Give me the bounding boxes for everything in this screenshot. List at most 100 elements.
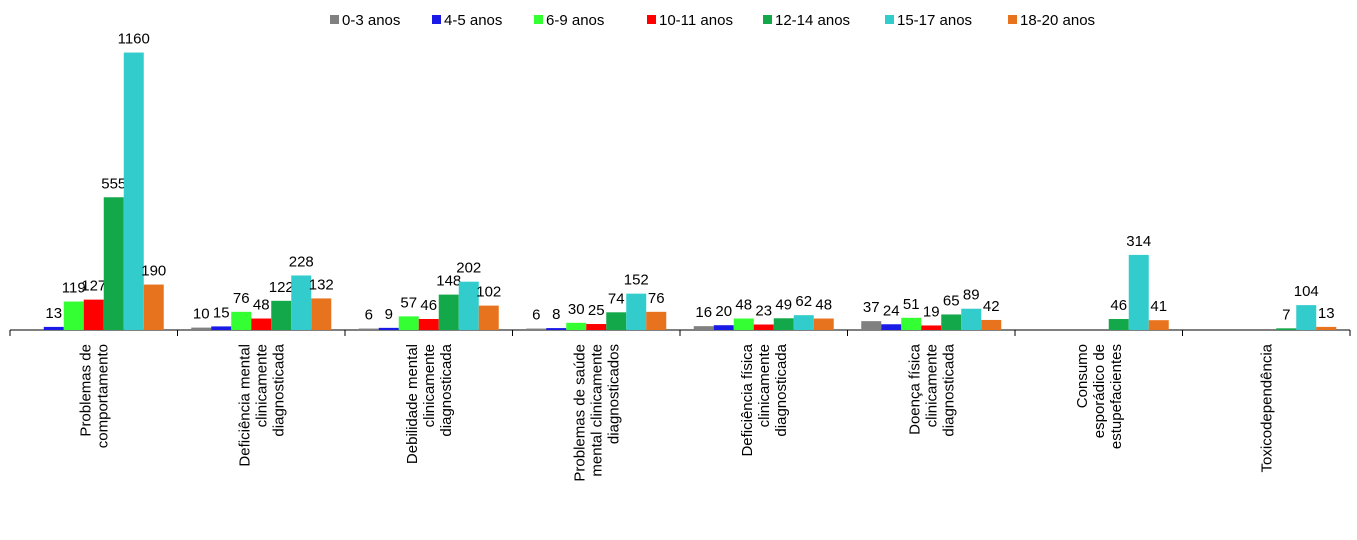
data-label: 16 xyxy=(695,304,712,321)
bar xyxy=(546,328,567,330)
data-label: 25 xyxy=(588,302,605,319)
data-label: 13 xyxy=(45,305,62,322)
data-label: 555 xyxy=(101,175,126,192)
bar xyxy=(311,298,332,330)
x-tick-label: estupefacientes xyxy=(1108,344,1125,449)
bar xyxy=(606,312,627,330)
data-label: 76 xyxy=(648,290,665,307)
x-tick-label: diagnosticados xyxy=(605,344,622,444)
bar xyxy=(191,327,212,330)
bar xyxy=(378,327,399,330)
data-label: 104 xyxy=(1294,283,1319,300)
bar xyxy=(586,324,607,330)
bar xyxy=(1128,254,1149,330)
data-label: 24 xyxy=(883,302,900,319)
x-tick-label: Problemas de saúde xyxy=(571,344,588,482)
x-tick-label: diagnosticada xyxy=(940,343,957,436)
bar xyxy=(123,52,144,331)
bar xyxy=(143,284,164,330)
data-label: 76 xyxy=(233,290,250,307)
bar xyxy=(1296,305,1317,330)
bar xyxy=(693,326,714,330)
data-label: 122 xyxy=(269,279,294,296)
data-label: 228 xyxy=(289,253,314,270)
data-label: 102 xyxy=(476,284,501,301)
data-label: 148 xyxy=(436,273,461,290)
bar xyxy=(566,322,587,330)
data-label: 42 xyxy=(983,298,1000,315)
data-label: 48 xyxy=(735,297,752,314)
bar xyxy=(478,305,499,330)
x-tick-label: Problemas de xyxy=(77,344,94,437)
data-label: 13 xyxy=(1318,305,1335,322)
bar xyxy=(103,197,124,330)
data-label: 202 xyxy=(456,260,481,277)
data-label: 48 xyxy=(253,297,270,314)
bar xyxy=(901,317,922,330)
data-label: 41 xyxy=(1150,298,1167,315)
legend-swatch xyxy=(763,15,772,24)
data-label: 190 xyxy=(141,263,166,280)
x-tick-label: Deficiência física xyxy=(739,343,756,456)
bar xyxy=(251,318,272,330)
data-label: 37 xyxy=(863,299,880,316)
data-label: 9 xyxy=(385,306,393,323)
bar xyxy=(773,318,794,330)
x-tick-label: diagnosticada xyxy=(438,343,455,436)
data-label: 51 xyxy=(903,296,920,313)
bar xyxy=(398,316,419,330)
x-tick-label: diagnosticada xyxy=(773,343,790,436)
data-label: 30 xyxy=(568,301,585,318)
bar xyxy=(231,311,252,330)
data-label: 119 xyxy=(62,280,86,297)
x-tick-label: clinicamente xyxy=(421,344,438,427)
bar xyxy=(271,300,292,330)
legend-label: 0-3 anos xyxy=(342,12,400,29)
bar xyxy=(1108,318,1129,330)
legend-swatch xyxy=(647,15,656,24)
bar xyxy=(733,318,754,330)
legend-swatch xyxy=(432,15,441,24)
data-label: 46 xyxy=(1110,297,1127,314)
bar xyxy=(1316,326,1337,330)
data-label: 19 xyxy=(923,303,940,320)
bar xyxy=(793,315,814,330)
bar xyxy=(713,325,734,330)
data-label: 6 xyxy=(532,307,540,324)
data-label: 89 xyxy=(963,287,980,304)
bar xyxy=(961,308,982,330)
bar xyxy=(83,299,104,330)
x-tick-label: Toxicodependência xyxy=(1258,343,1275,472)
x-tick-label: Doença física xyxy=(906,343,923,435)
data-label: 23 xyxy=(755,302,772,319)
x-tick-label: Debilidade mental xyxy=(404,344,421,464)
legend-label: 18-20 anos xyxy=(1020,12,1095,29)
x-tick-label: esporádico de xyxy=(1091,344,1108,438)
bar xyxy=(1276,328,1297,330)
data-label: 62 xyxy=(795,293,812,310)
x-tick-label: Consumo xyxy=(1074,344,1091,408)
bar xyxy=(63,301,84,330)
data-label: 49 xyxy=(775,296,792,313)
x-tick-label: diagnosticada xyxy=(270,343,287,436)
bar xyxy=(438,294,459,330)
legend-label: 15-17 anos xyxy=(897,12,972,29)
bar xyxy=(1148,320,1169,330)
x-tick-label: clinicamente xyxy=(923,344,940,427)
data-label: 1160 xyxy=(118,31,150,48)
data-label: 127 xyxy=(81,278,106,295)
bar xyxy=(458,281,479,330)
bar xyxy=(291,275,312,330)
legend-swatch xyxy=(330,15,339,24)
data-label: 74 xyxy=(608,290,625,307)
x-tick-label: comportamento xyxy=(94,344,111,448)
bar xyxy=(881,324,902,330)
bar xyxy=(941,314,962,330)
bar xyxy=(813,318,834,330)
data-label: 46 xyxy=(420,297,437,314)
data-label: 132 xyxy=(309,276,334,293)
bar xyxy=(211,326,232,330)
data-label: 15 xyxy=(213,304,230,321)
data-label: 48 xyxy=(815,297,832,314)
